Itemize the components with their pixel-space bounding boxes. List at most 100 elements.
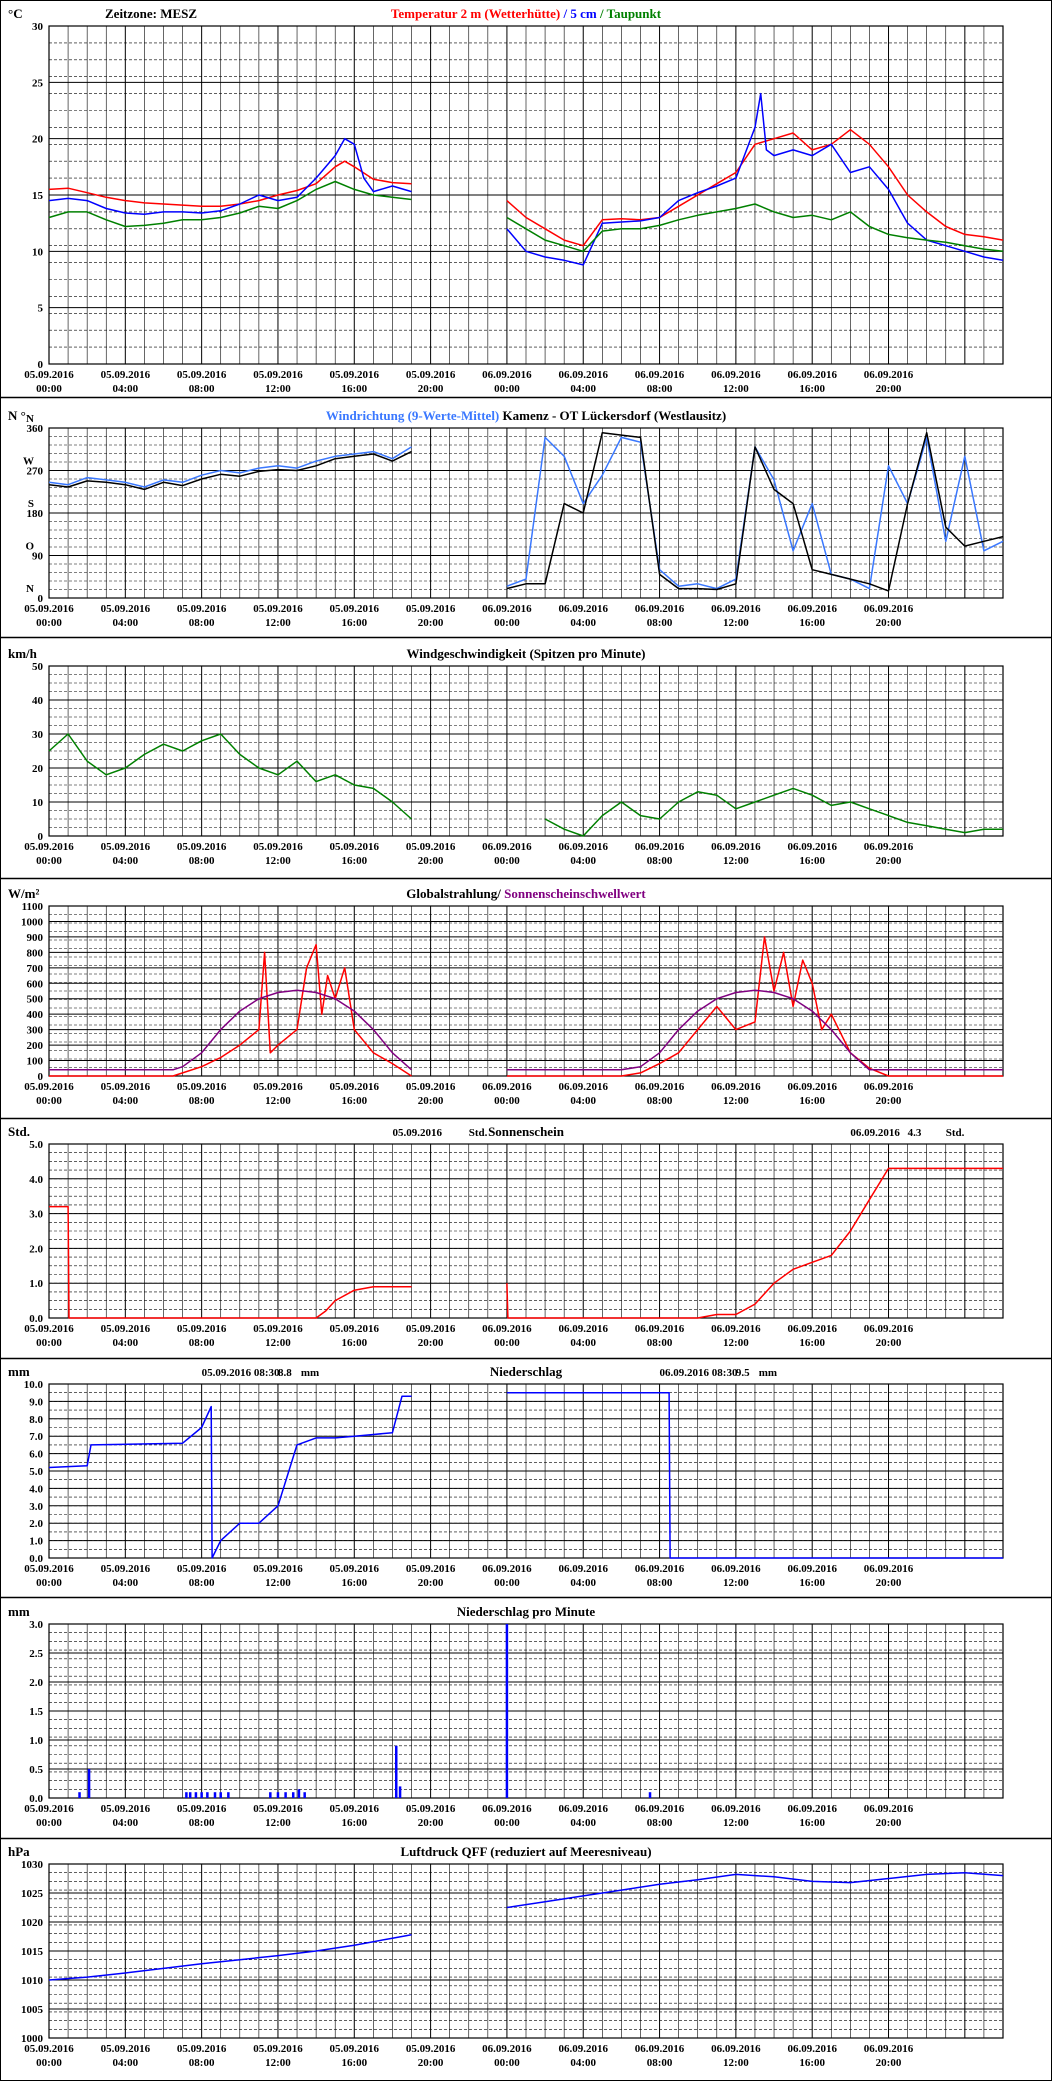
series-line [506,1871,1004,1909]
x-tick-date: 05.09.2016 [406,369,456,381]
y-tick-label: 1.5 [29,1706,43,1718]
y-tick-label: 0.0 [29,1793,43,1805]
x-tick-date: 06.09.2016 [558,2043,608,2055]
x-tick-time: 16:00 [799,617,825,629]
x-tick-time: 00:00 [36,2057,62,2069]
x-tick-date: 05.09.2016 [177,603,227,615]
x-tick-date: 06.09.2016 [711,841,761,853]
x-tick-date: 06.09.2016 [711,369,761,381]
y-tick-label: 900 [27,932,44,944]
direction-label: S [28,498,34,510]
x-tick-date: 05.09.2016 [24,603,74,615]
x-tick-time: 08:00 [189,617,215,629]
x-tick-time: 16:00 [341,1095,367,1107]
x-tick-time: 08:00 [189,855,215,867]
x-tick-time: 00:00 [36,1817,62,1829]
x-tick-date: 05.09.2016 [101,2043,151,2055]
y-tick-label: 8.0 [29,1414,43,1426]
y-tick-label: 500 [27,994,44,1006]
x-tick-date: 05.09.2016 [177,1323,227,1335]
x-tick-date: 06.09.2016 [864,369,914,381]
x-tick-time: 08:00 [189,1095,215,1107]
x-tick-date: 05.09.2016 [101,1803,151,1815]
x-tick-date: 06.09.2016 [787,2043,837,2055]
series-line [49,1205,412,1319]
title-part: / [597,6,604,21]
series-line [506,203,1004,253]
panel-note: mm [759,1367,777,1379]
title-part: Temperatur 2 m (Wetterhütte) [391,6,560,21]
y-tick-label: 3.0 [29,1619,43,1631]
x-tick-date: 06.09.2016 [482,2043,532,2055]
x-tick-time: 20:00 [876,383,902,395]
x-tick-time: 16:00 [341,617,367,629]
x-tick-time: 08:00 [647,2057,673,2069]
x-tick-date: 06.09.2016 [864,1563,914,1575]
x-tick-time: 12:00 [265,1817,291,1829]
x-tick-time: 08:00 [647,383,673,395]
x-tick-time: 04:00 [570,1337,596,1349]
x-tick-date: 06.09.2016 [558,841,608,853]
x-tick-time: 00:00 [494,855,520,867]
x-tick-time: 16:00 [341,1577,367,1589]
x-tick-date: 05.09.2016 [177,1803,227,1815]
x-tick-date: 06.09.2016 [864,1803,914,1815]
x-tick-date: 05.09.2016 [253,603,303,615]
panel-title: Niederschlag [490,1364,563,1379]
x-tick-time: 12:00 [723,855,749,867]
x-tick-date: 05.09.2016 [253,2043,303,2055]
y-tick-label: 2.0 [29,1243,43,1255]
y-tick-label: 180 [27,508,44,520]
unit-label: N ° [8,408,26,423]
y-tick-label: 100 [27,1056,44,1068]
x-tick-time: 16:00 [799,855,825,867]
x-tick-date: 06.09.2016 [787,1081,837,1093]
plot-frame [48,1383,1004,1559]
y-tick-label: 5.0 [29,1139,43,1151]
x-tick-date: 06.09.2016 [558,369,608,381]
series-line [506,936,1003,1077]
x-tick-time: 04:00 [570,1095,596,1107]
x-tick-time: 12:00 [265,1337,291,1349]
x-tick-time: 20:00 [876,1577,902,1589]
series-line [48,1395,412,1559]
x-tick-time: 16:00 [341,855,367,867]
y-tick-label: 10 [32,246,44,258]
x-tick-time: 08:00 [647,1817,673,1829]
x-tick-date: 05.09.2016 [24,369,74,381]
y-tick-label: 1000 [21,916,44,928]
y-tick-label: 1.0 [29,1735,43,1747]
y-tick-label: 2.0 [29,1677,43,1689]
y-tick-label: 1015 [21,1946,44,1958]
title-part: Sonnenschein [488,1124,565,1139]
y-tick-label: 300 [27,1025,44,1037]
y-tick-label: 4.0 [29,1174,43,1186]
x-tick-time: 20:00 [418,1577,444,1589]
panel-note: 8.8 [278,1367,292,1379]
x-tick-date: 05.09.2016 [406,1323,456,1335]
x-tick-time: 20:00 [876,855,902,867]
y-tick-label: 270 [27,466,44,478]
x-tick-date: 06.09.2016 [635,2043,685,2055]
y-tick-label: 7.0 [29,1431,43,1443]
x-tick-time: 00:00 [494,1577,520,1589]
x-tick-date: 05.09.2016 [253,841,303,853]
x-tick-date: 05.09.2016 [177,841,227,853]
panel-note: Std. [469,1127,488,1139]
y-tick-label: 1100 [22,901,44,913]
x-tick-time: 20:00 [418,1817,444,1829]
y-tick-label: 9.0 [29,1396,43,1408]
direction-label: O [25,541,34,553]
x-tick-time: 04:00 [112,855,138,867]
x-tick-time: 00:00 [494,1337,520,1349]
x-tick-date: 05.09.2016 [330,603,380,615]
series-line [48,180,412,228]
y-tick-label: 5 [38,303,44,315]
x-tick-date: 06.09.2016 [482,369,532,381]
unit-label: mm [8,1364,30,1379]
x-tick-time: 12:00 [723,383,749,395]
y-tick-label: 200 [27,1040,44,1052]
x-tick-date: 05.09.2016 [253,1803,303,1815]
